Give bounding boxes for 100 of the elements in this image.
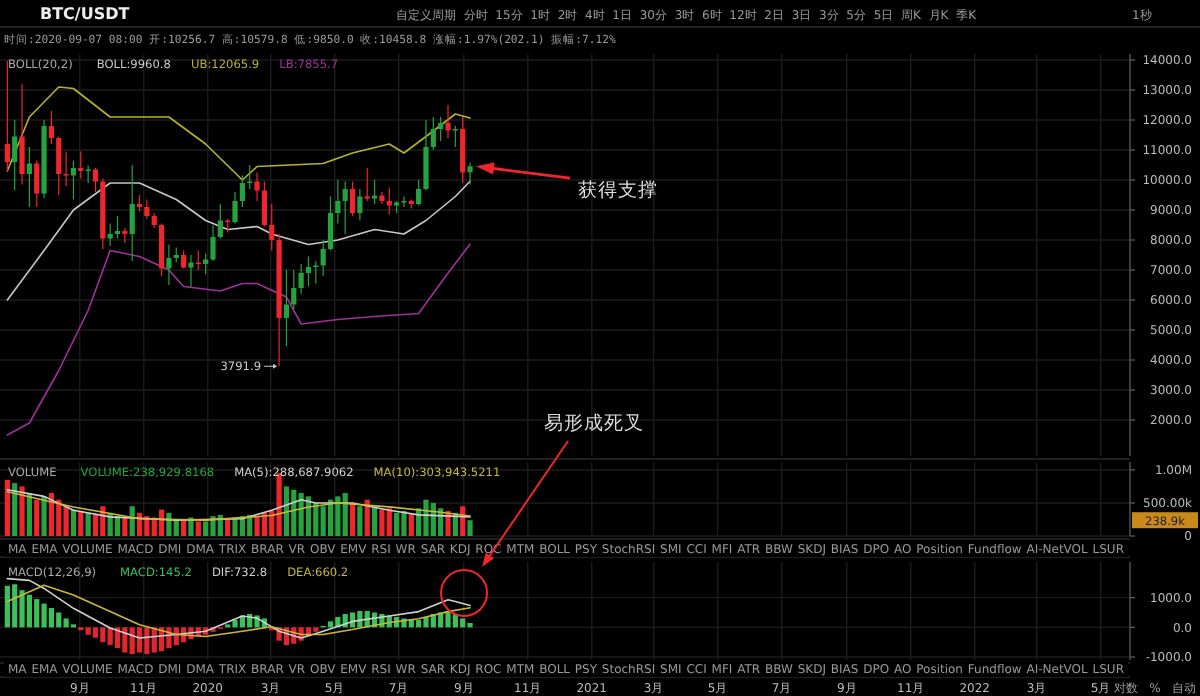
- bar: [12, 584, 18, 628]
- candlestick: [305, 255, 312, 288]
- bar: [430, 502, 436, 536]
- chart-title: BTC/USDT: [40, 5, 131, 23]
- candlestick: [291, 269, 297, 310]
- bar: [63, 506, 69, 536]
- bar: [136, 627, 143, 653]
- bar: [100, 627, 106, 643]
- bar: [41, 496, 47, 536]
- bar: [48, 608, 55, 628]
- bar: [12, 483, 18, 536]
- bar: [320, 506, 326, 536]
- bar: [467, 520, 473, 536]
- candlestick: [460, 116, 466, 184]
- bar: [129, 627, 135, 655]
- bar: [460, 618, 466, 628]
- candlestick: [232, 191, 238, 225]
- bar: [122, 517, 128, 536]
- bar: [371, 506, 378, 536]
- candlestick: [129, 164, 135, 262]
- candlestick: [416, 179, 422, 207]
- bar: [232, 619, 238, 628]
- candlestick: [298, 263, 304, 295]
- candlestick: [34, 159, 40, 208]
- bar: [225, 519, 231, 536]
- candlestick: [166, 243, 172, 286]
- candlestick: [349, 180, 356, 217]
- candlestick: [379, 191, 385, 205]
- line-series: [6, 243, 471, 436]
- candlestick: [210, 225, 216, 262]
- bar: [92, 514, 99, 536]
- bar: [327, 621, 334, 628]
- candlestick: [26, 146, 32, 208]
- candlestick: [107, 222, 113, 247]
- bar: [34, 599, 40, 628]
- candlestick: [430, 116, 436, 151]
- candlestick: [78, 150, 84, 180]
- annotation: 获得支撑: [578, 178, 659, 203]
- line-series: [6, 86, 471, 181]
- bar: [357, 506, 363, 536]
- candlestick: [70, 159, 77, 201]
- bar: [423, 499, 429, 536]
- candlestick: [401, 195, 407, 208]
- candlestick: [144, 198, 150, 220]
- candlestick: [438, 116, 444, 142]
- candlestick: [320, 239, 326, 277]
- candlestick: [48, 110, 55, 145]
- bar: [416, 619, 422, 628]
- candlestick: [12, 119, 18, 192]
- candlestick: [327, 195, 334, 252]
- candlestick: [92, 167, 99, 193]
- candlestick: [335, 179, 341, 225]
- candlestick: [364, 167, 370, 202]
- bar: [41, 603, 47, 628]
- candlestick: [158, 222, 165, 277]
- candlestick: [122, 227, 128, 244]
- candlestick: [114, 215, 121, 240]
- bar: [423, 616, 429, 628]
- candlestick: [371, 179, 378, 205]
- bar: [85, 627, 91, 635]
- bar: [181, 520, 187, 536]
- candlestick: [357, 188, 363, 222]
- bar: [70, 509, 77, 536]
- candlestick: [261, 180, 267, 228]
- candlestick: [342, 180, 348, 235]
- candlestick: [56, 135, 62, 196]
- bar: [26, 594, 32, 628]
- bar: [254, 516, 260, 536]
- bar: [19, 590, 25, 628]
- candlestick: [254, 171, 260, 202]
- bar: [56, 612, 62, 628]
- bar: [195, 521, 201, 536]
- bar: [394, 512, 400, 536]
- bar: [203, 521, 209, 536]
- bar: [4, 479, 10, 536]
- bar: [401, 510, 407, 536]
- bar: [445, 611, 451, 628]
- bar: [283, 486, 290, 536]
- candlestick: [19, 83, 25, 186]
- bar: [386, 508, 392, 536]
- candlestick: [452, 125, 458, 148]
- candlestick: [445, 104, 451, 139]
- candlestick: [4, 60, 10, 172]
- candlestick: [386, 186, 392, 216]
- candlestick: [467, 162, 473, 186]
- bar: [78, 510, 84, 536]
- bar: [4, 585, 10, 628]
- bar: [408, 514, 414, 536]
- bar: [19, 486, 25, 536]
- bar: [166, 512, 172, 536]
- bar: [85, 512, 91, 536]
- bar: [335, 496, 341, 536]
- bar: [349, 502, 356, 536]
- bar: [379, 509, 385, 536]
- candlestick: [423, 119, 429, 192]
- bar: [210, 516, 216, 536]
- bar: [342, 493, 348, 536]
- bar: [122, 627, 128, 653]
- candlestick: [217, 203, 223, 240]
- bar: [63, 618, 69, 628]
